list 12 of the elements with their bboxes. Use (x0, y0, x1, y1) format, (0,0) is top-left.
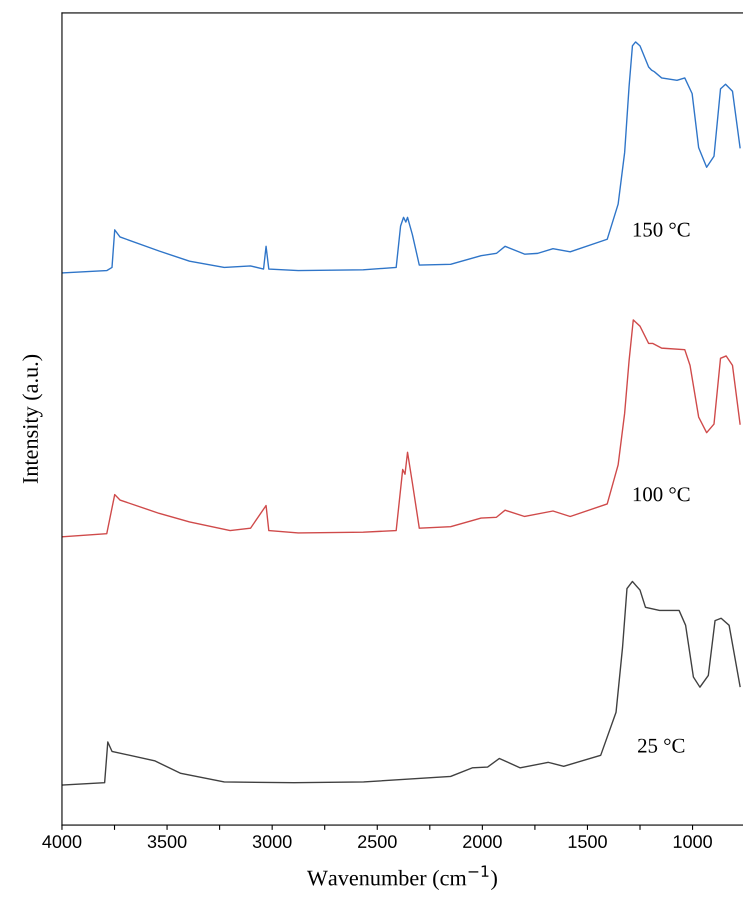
x-tick-label: 4000 (42, 835, 82, 848)
x-tick-label: 2000 (463, 835, 502, 848)
y-axis-title: Intensity (a.u.) (22, 354, 43, 484)
x-tick-label: 2500 (358, 835, 397, 848)
x-tick-label: 3500 (148, 835, 186, 848)
series-label: 150 °C (634, 222, 690, 237)
x-tick-label: 1500 (568, 835, 607, 848)
x-tick-label: 3000 (252, 835, 292, 848)
series-label: 25 °C (638, 738, 684, 753)
x-tick-label: 1000 (674, 835, 712, 848)
series-label: 100 °C (634, 487, 690, 502)
x-axis-title: Wavenumber (cm$^{−1}$) (306, 865, 497, 890)
